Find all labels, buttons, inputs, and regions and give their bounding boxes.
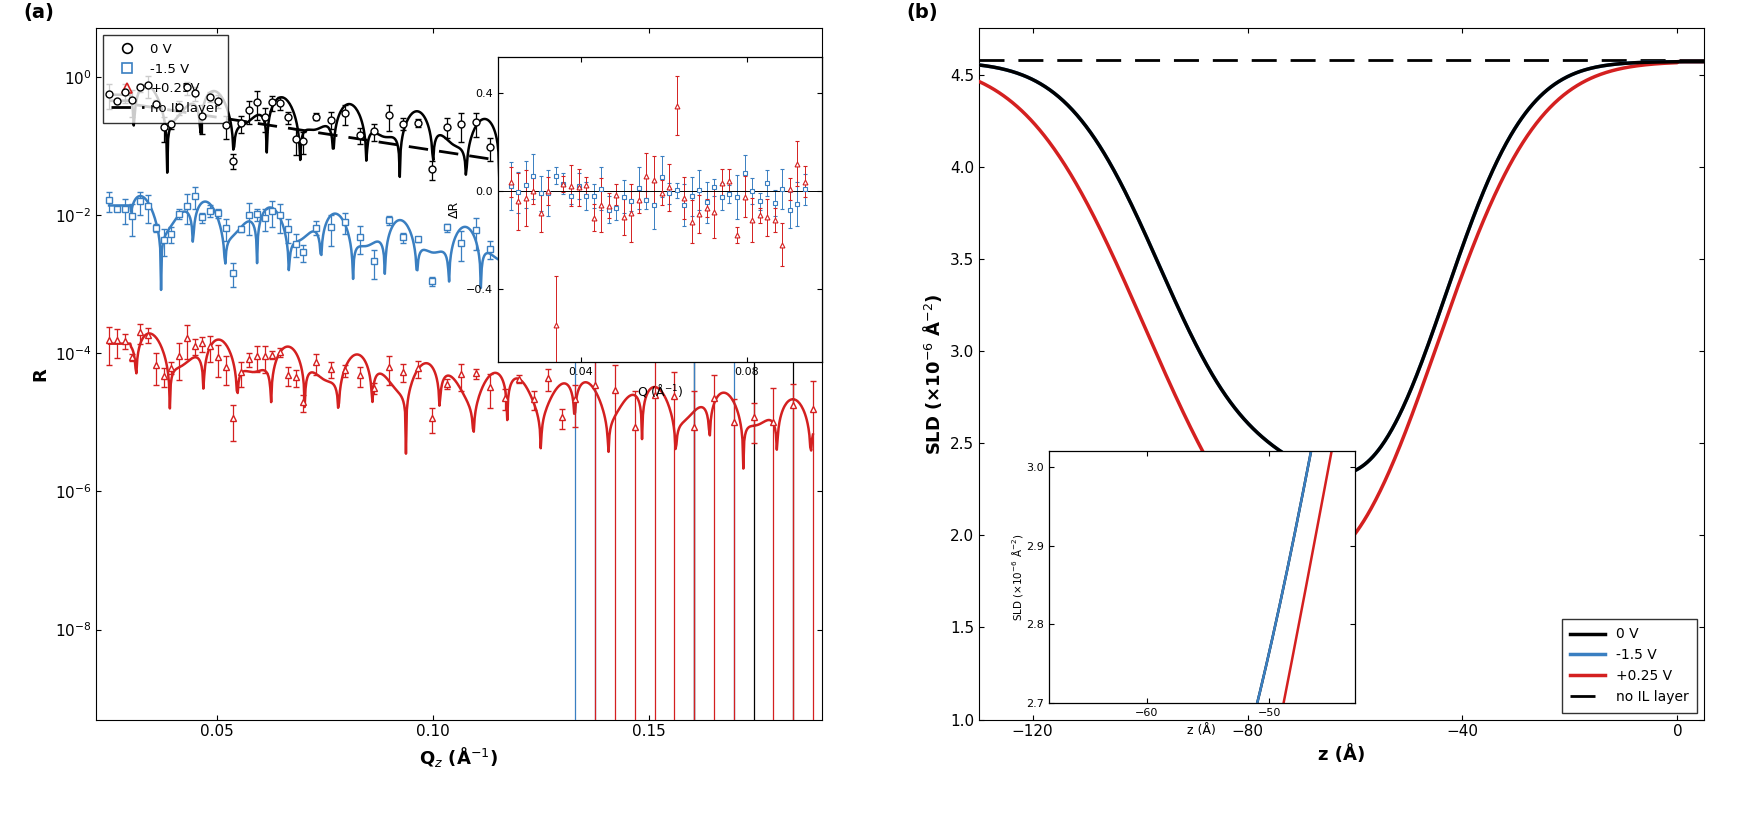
X-axis label: Q$_z$ (Å$^{-1}$): Q$_z$ (Å$^{-1}$) bbox=[420, 745, 498, 769]
Y-axis label: ΔR: ΔR bbox=[447, 201, 461, 218]
Y-axis label: SLD (×10$^{-6}$ Å$^{-2}$): SLD (×10$^{-6}$ Å$^{-2}$) bbox=[1010, 533, 1024, 621]
X-axis label: Q (Å$^{-1}$): Q (Å$^{-1}$) bbox=[636, 382, 683, 399]
Text: (a): (a) bbox=[24, 2, 54, 22]
X-axis label: z (Å): z (Å) bbox=[1318, 745, 1365, 764]
Text: (b): (b) bbox=[907, 2, 939, 22]
X-axis label: z (Å): z (Å) bbox=[1187, 724, 1217, 737]
Legend: 0 V, -1.5 V, +0.25V, no IL layer: 0 V, -1.5 V, +0.25V, no IL layer bbox=[103, 35, 227, 123]
Y-axis label: SLD (×10$^{-6}$ Å$^{-2}$): SLD (×10$^{-6}$ Å$^{-2}$) bbox=[921, 293, 944, 454]
Y-axis label: R: R bbox=[31, 367, 49, 380]
Legend: 0 V, -1.5 V, +0.25 V, no IL layer: 0 V, -1.5 V, +0.25 V, no IL layer bbox=[1563, 619, 1697, 712]
